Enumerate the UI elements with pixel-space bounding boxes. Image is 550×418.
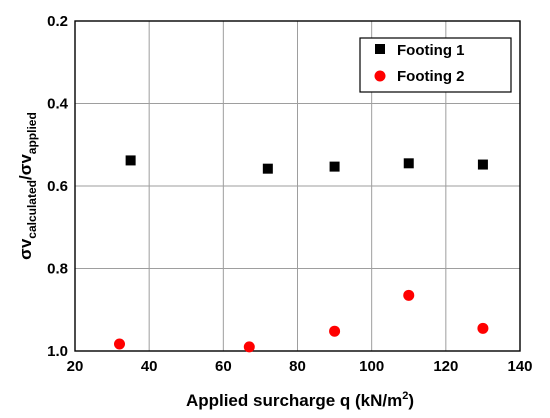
x-tick-label: 100 (359, 358, 384, 375)
y-axis-title-slash: / (16, 175, 35, 180)
data-points (114, 155, 489, 353)
x-tick-label: 20 (67, 358, 84, 375)
y-axis-ticks: 0.2 0.4 0.6 0.8 1.0 (47, 13, 69, 360)
data-point-footing-2 (403, 289, 415, 301)
data-point-footing-1 (125, 155, 136, 166)
y-tick-label: 1.0 (47, 343, 68, 360)
x-axis-title-main: Applied surcharge q (kN/m (186, 391, 402, 410)
x-tick-label: 40 (141, 358, 158, 375)
y-axis-title-symbol-1: σv (16, 238, 35, 260)
y-tick-label: 0.6 (47, 178, 68, 195)
y-axis-title-subscript-2: applied (25, 112, 39, 154)
legend: Footing 1 Footing 2 (359, 37, 512, 93)
y-axis-title-subscript-1: calculated (25, 180, 39, 239)
x-axis-title: Applied surcharge q (kN/m2) (186, 390, 414, 410)
data-point-footing-2 (477, 322, 489, 334)
x-tick-label: 80 (289, 358, 306, 375)
y-tick-label: 0.4 (47, 96, 69, 113)
legend-marker-footing-1 (375, 44, 385, 54)
x-axis-title-end: ) (408, 391, 414, 410)
data-point-footing-2 (243, 341, 255, 353)
data-point-footing-1 (329, 161, 340, 172)
y-axis-title: σvcalculated/σvapplied (16, 112, 39, 260)
x-axis-ticks: 20 40 60 80 100 120 140 (67, 358, 533, 375)
x-axis-title-superscript: 2 (402, 390, 408, 402)
legend-label-footing-1: Footing 1 (397, 42, 465, 59)
data-point-footing-1 (262, 163, 273, 174)
data-point-footing-2 (329, 325, 341, 337)
y-tick-label: 0.2 (47, 13, 68, 30)
data-point-footing-1 (403, 158, 414, 169)
legend-label-footing-2: Footing 2 (397, 68, 465, 85)
legend-box (359, 37, 512, 93)
y-axis-title-symbol-2: σv (16, 154, 35, 176)
data-point-footing-1 (477, 159, 488, 170)
y-tick-label: 0.8 (47, 261, 68, 278)
plot-frame (74, 20, 521, 352)
x-tick-label: 140 (507, 358, 532, 375)
x-tick-label: 120 (433, 358, 458, 375)
legend-marker-footing-2 (374, 70, 386, 82)
data-point-footing-2 (114, 338, 125, 350)
x-tick-label: 60 (215, 358, 232, 375)
